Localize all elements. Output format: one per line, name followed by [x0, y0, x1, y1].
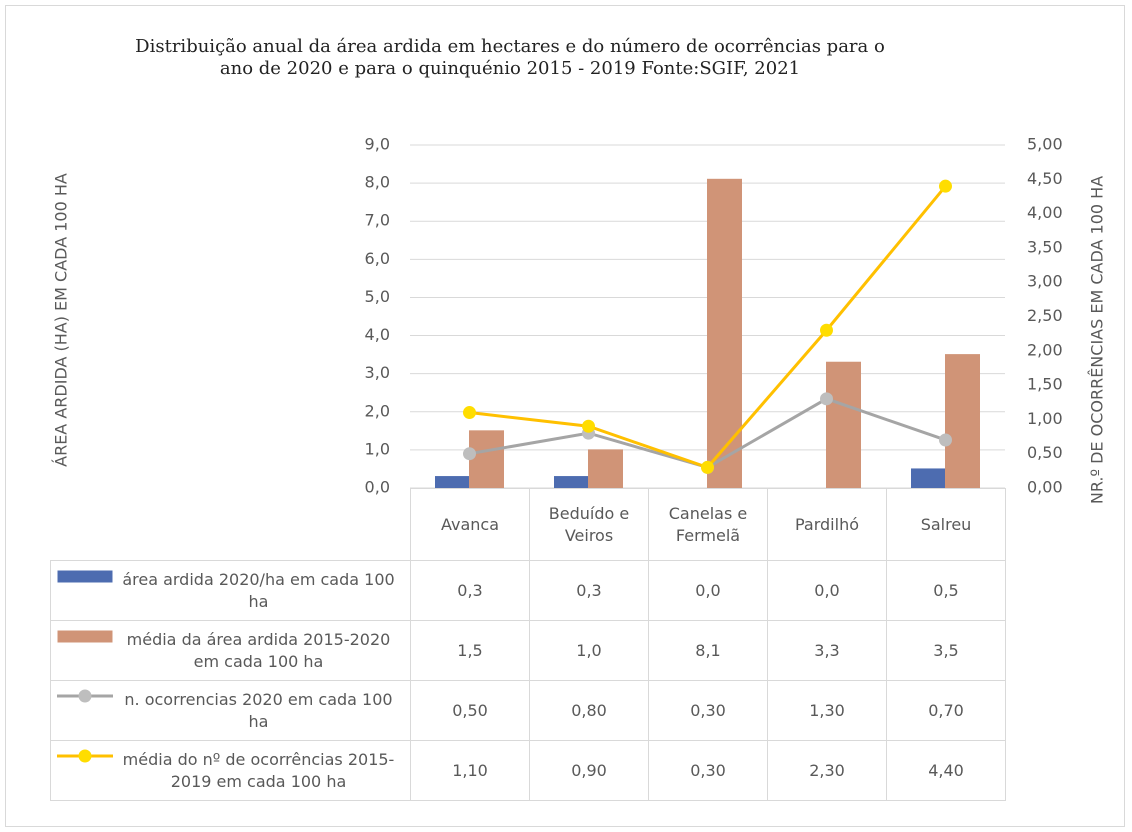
y2-tick-label: 0,00 — [1027, 478, 1063, 497]
table-value: 1,5 — [410, 620, 530, 681]
y-tick-label: 7,0 — [365, 211, 390, 230]
y2-tick-label: 1,50 — [1027, 375, 1063, 394]
y-tick-label: 6,0 — [365, 249, 390, 268]
line-marker — [701, 460, 714, 474]
legend-key — [57, 570, 113, 583]
bar — [945, 354, 980, 489]
table-value: 1,10 — [410, 740, 530, 801]
line-marker — [463, 447, 476, 461]
y-tick-label: 3,0 — [365, 363, 390, 382]
table-value: 4,40 — [886, 740, 1006, 801]
legend-key — [57, 630, 113, 643]
table-header: Salreu — [886, 488, 1006, 561]
bar — [707, 178, 742, 489]
legend-swatch — [57, 630, 113, 643]
y2-tick-label: 4,50 — [1027, 169, 1063, 188]
y-tick-label: 0,0 — [365, 478, 390, 497]
y2-axis-label: NR.º DE OCORRÊNCIAS EM CADA 100 HA — [1088, 176, 1107, 504]
y-tick-label: 1,0 — [365, 439, 390, 458]
table-value: 0,70 — [886, 680, 1006, 741]
table-value: 1,0 — [529, 620, 649, 681]
chart-title: Distribuição anual da área ardida em hec… — [135, 36, 885, 79]
table-value: 0,3 — [529, 560, 649, 621]
table-value: 0,30 — [648, 740, 768, 801]
y2-tick-label: 3,50 — [1027, 237, 1063, 256]
table-value: 0,90 — [529, 740, 649, 801]
table-value: 8,1 — [648, 620, 768, 681]
chart-frame — [5, 5, 1125, 827]
legend-marker — [78, 749, 92, 763]
bar — [469, 430, 504, 489]
legend-cell: média da área ardida 2015-2020 em cada 1… — [50, 620, 411, 681]
table-header: Canelas e Fermelã — [648, 488, 768, 561]
y2-tick-label: 2,50 — [1027, 306, 1063, 325]
legend-cell: n. ocorrencias 2020 em cada 100 ha — [50, 680, 411, 741]
legend-label: média da área ardida 2015-2020 em cada 1… — [126, 629, 391, 671]
table-value: 0,5 — [886, 560, 1006, 621]
line-marker — [463, 406, 476, 420]
y2-tick-label: 5,00 — [1027, 135, 1063, 154]
y2-tick-label: 4,00 — [1027, 203, 1063, 222]
bar — [435, 476, 470, 489]
legend-swatch — [57, 570, 113, 583]
line-marker — [939, 433, 952, 447]
y2-tick-label: 1,00 — [1027, 409, 1063, 428]
table-header: Beduído e Veiros — [529, 488, 649, 561]
table-value: 3,3 — [767, 620, 887, 681]
legend-key — [57, 749, 113, 763]
y-tick-label: 8,0 — [365, 173, 390, 192]
y-tick-label: 4,0 — [365, 325, 390, 344]
bar — [554, 476, 589, 489]
table-header: Pardilhó — [767, 488, 887, 561]
line-marker — [820, 392, 833, 406]
table-header: Avanca — [410, 488, 530, 561]
table-value: 0,30 — [648, 680, 768, 741]
legend-label: média do nº de ocorrências 2015-2019 em … — [122, 749, 395, 791]
y-tick-label: 9,0 — [365, 135, 390, 154]
table-value: 1,30 — [767, 680, 887, 741]
bar — [911, 468, 946, 489]
line-marker — [939, 179, 952, 193]
table-value: 0,3 — [410, 560, 530, 621]
y-tick-label: 5,0 — [365, 287, 390, 306]
legend-label: n. ocorrencias 2020 em cada 100 ha — [124, 689, 393, 731]
table-value: 0,0 — [648, 560, 768, 621]
bar — [826, 361, 861, 489]
line-marker — [582, 419, 595, 433]
table-value: 0,50 — [410, 680, 530, 741]
table-value: 3,5 — [886, 620, 1006, 681]
y-axis-label: ÁREA ARDIDA (HA) EM CADA 100 HA — [52, 173, 71, 467]
legend-cell: média do nº de ocorrências 2015-2019 em … — [50, 740, 411, 801]
legend-label: área ardida 2020/ha em cada 100 ha — [122, 569, 395, 611]
legend-key — [57, 689, 113, 703]
y2-tick-label: 3,00 — [1027, 272, 1063, 291]
legend-marker — [78, 689, 92, 703]
y2-tick-label: 0,50 — [1027, 443, 1063, 462]
y-tick-label: 2,0 — [365, 401, 390, 420]
y2-tick-label: 2,00 — [1027, 340, 1063, 359]
legend-cell: área ardida 2020/ha em cada 100 ha — [50, 560, 411, 621]
table-value: 0,0 — [767, 560, 887, 621]
bar — [588, 449, 623, 489]
table-value: 2,30 — [767, 740, 887, 801]
line-marker — [820, 323, 833, 337]
table-value: 0,80 — [529, 680, 649, 741]
